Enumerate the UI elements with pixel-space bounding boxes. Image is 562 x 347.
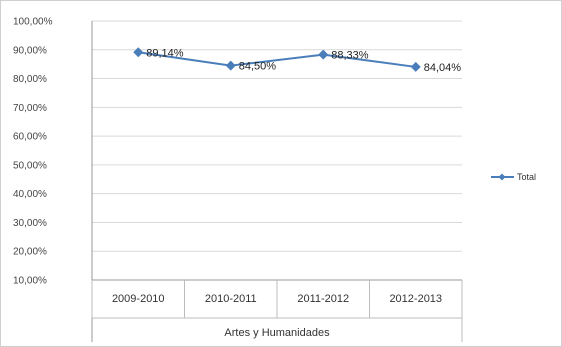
x-axis: Artes y Humanidades 2009-2010 2010-2011 20… <box>91 280 463 342</box>
legend-label-total: Total <box>517 172 536 182</box>
data-point-marker <box>133 47 144 58</box>
x-tick-label: 2012-2013 <box>389 293 442 305</box>
x-tick-label: 2009-2010 <box>112 293 165 305</box>
data-point-marker <box>225 60 236 71</box>
gridlines <box>91 20 462 342</box>
y-tick-label: 60,00% <box>13 132 47 143</box>
data-point-marker <box>410 61 421 72</box>
x-tick-label: 2010-2011 <box>205 293 257 305</box>
y-tick-label: 80,00% <box>13 74 47 85</box>
data-label: 89,14% <box>146 47 184 59</box>
y-axis-ticks: 10,00% 20,00% 30,00% 40,00% 50,00% 60,00% 70,0… <box>13 17 53 287</box>
y-tick-label: 100,00% <box>13 17 53 28</box>
x-group-label: Artes y Humanidades <box>224 327 330 339</box>
y-tick-label: 50,00% <box>13 160 47 171</box>
y-tick-label: 40,00% <box>13 189 47 200</box>
y-tick-label: 10,00% <box>13 276 47 287</box>
data-label: 88,33% <box>331 50 369 62</box>
series-line-total <box>138 51 416 68</box>
y-tick-label: 30,00% <box>13 218 47 229</box>
legend: Total <box>491 172 536 182</box>
y-tick-label: 70,00% <box>13 103 47 114</box>
x-tick-label: 2011-2012 <box>297 293 349 305</box>
y-tick-label: 20,00% <box>13 247 47 258</box>
data-label: 84,50% <box>239 61 277 73</box>
data-label: 84,04% <box>424 62 462 74</box>
data-point-marker <box>318 49 329 60</box>
series-total: 89,14% 84,50% 88,33% 84,04% <box>133 47 461 74</box>
y-tick-label: 90,00% <box>13 45 47 56</box>
